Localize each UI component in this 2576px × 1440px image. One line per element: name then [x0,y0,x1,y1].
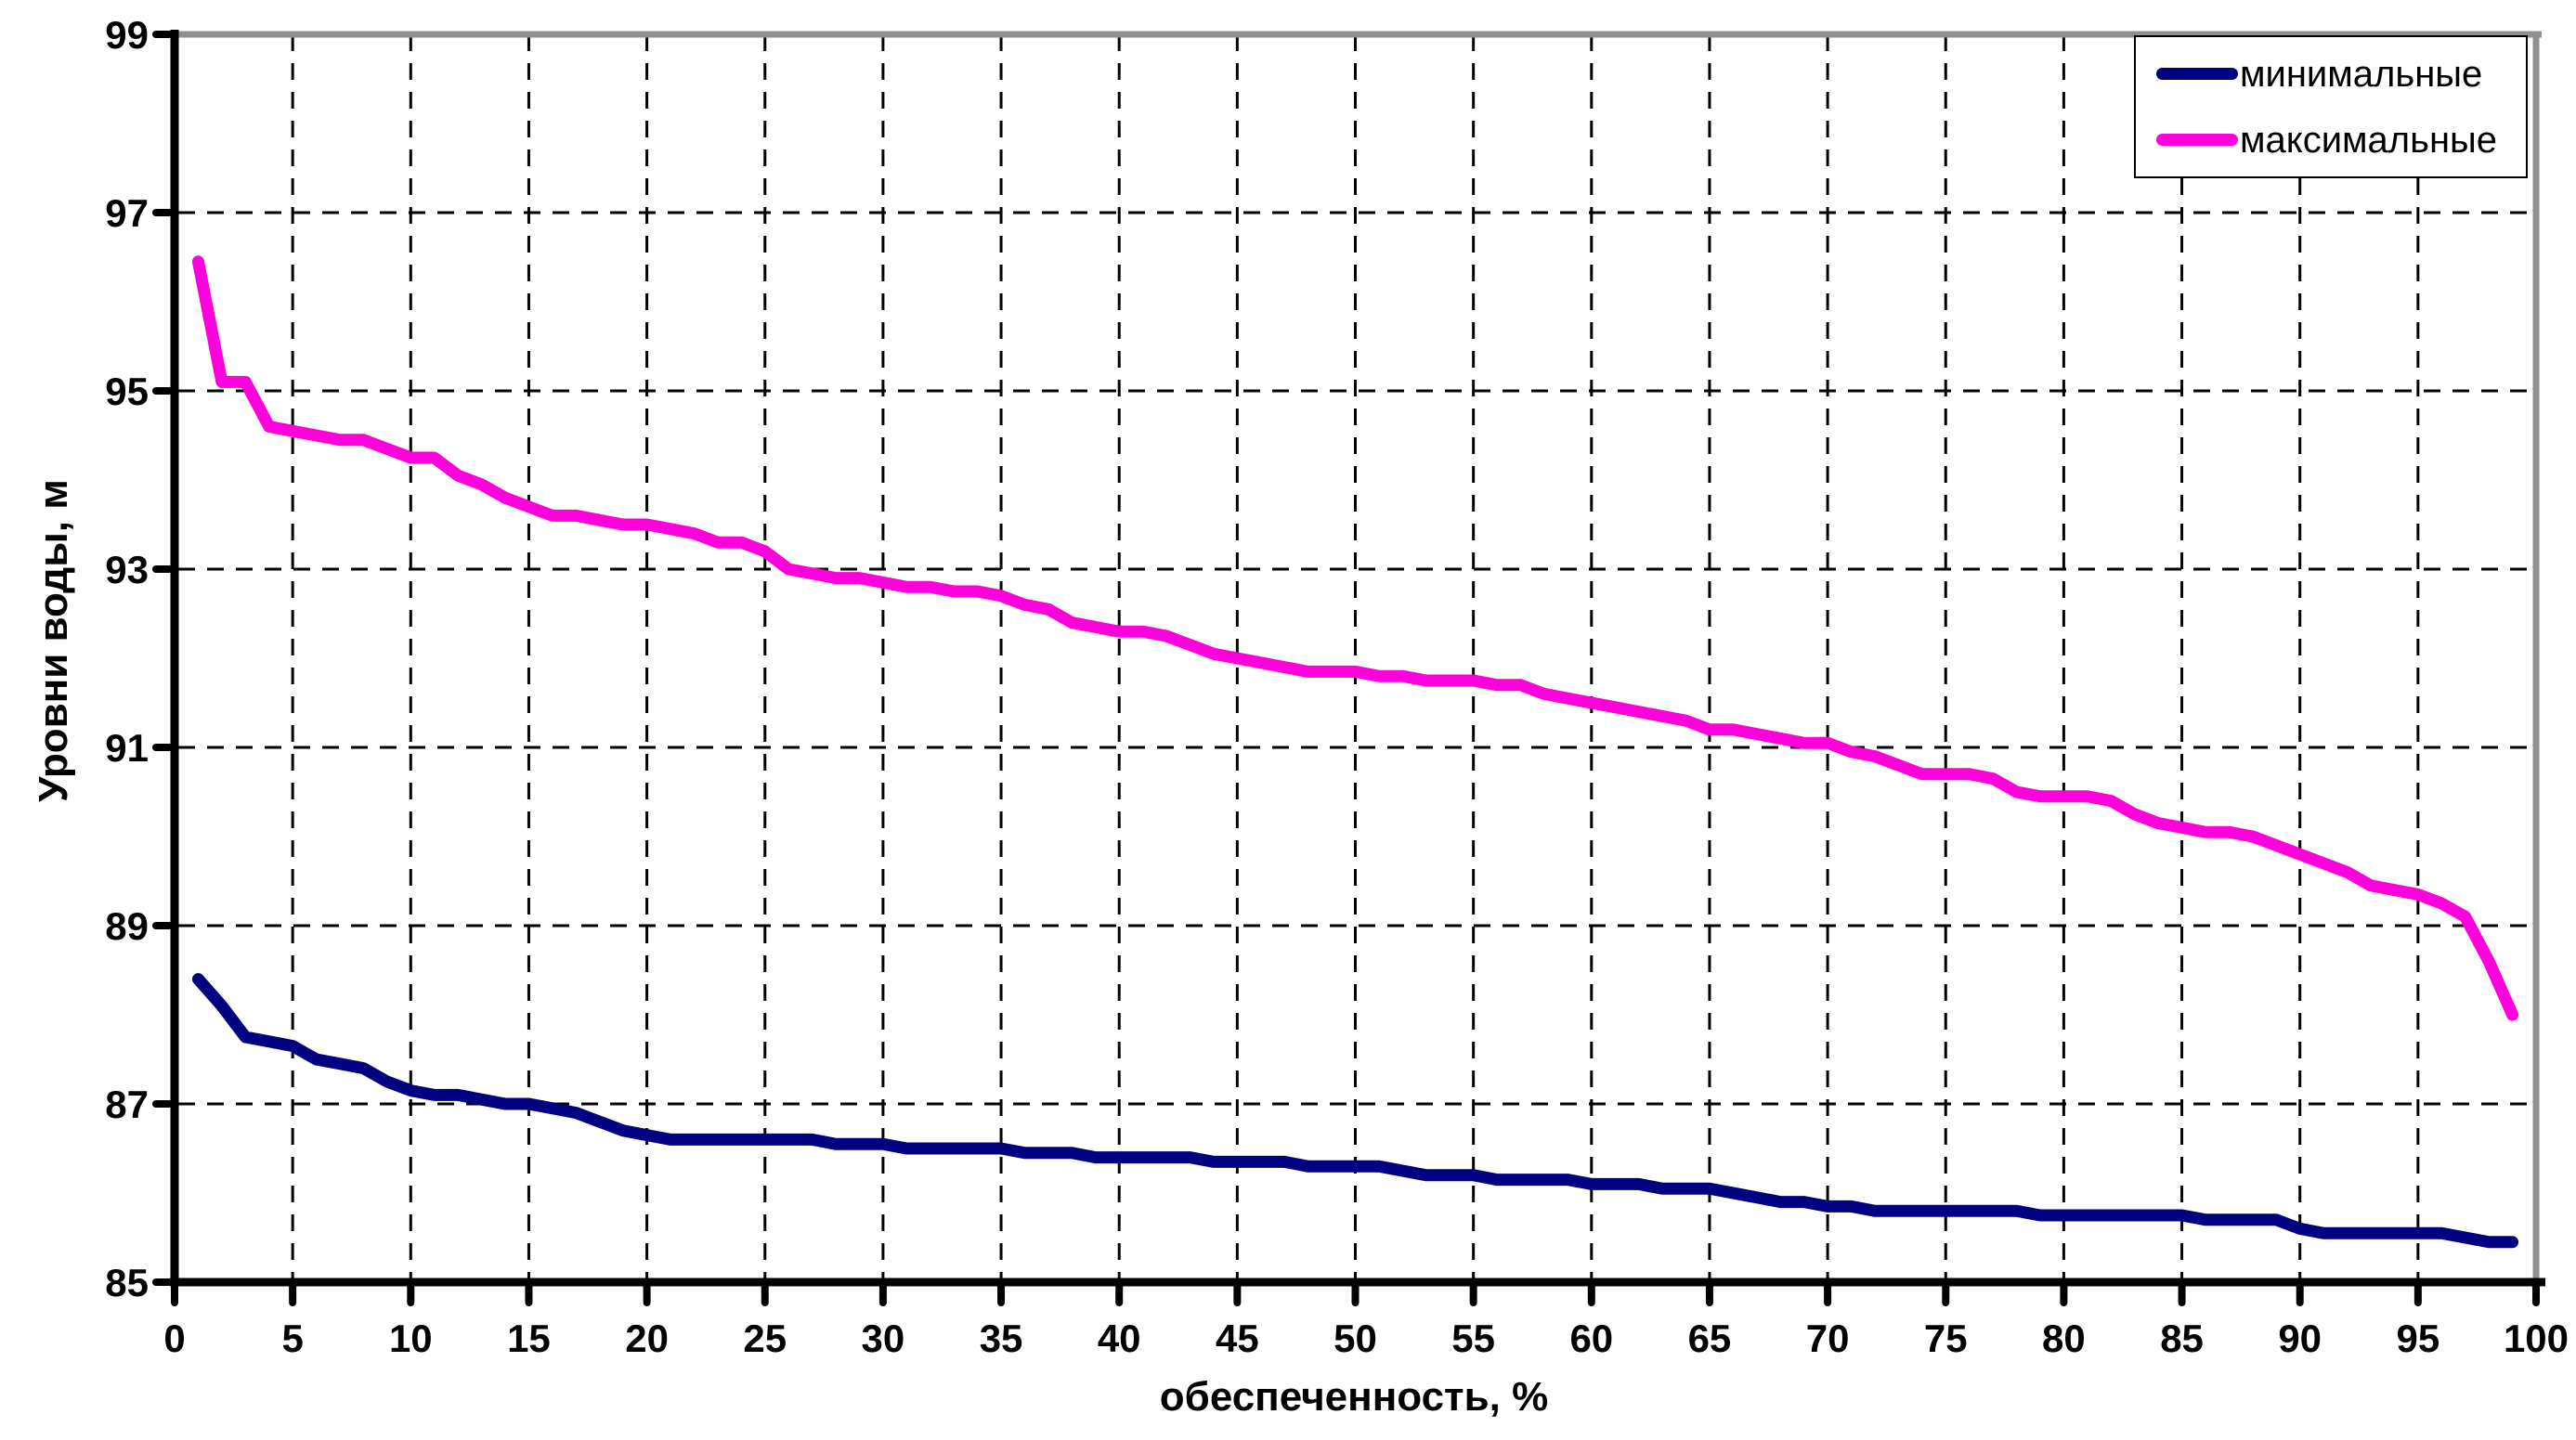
legend-line-sample-max [2156,134,2238,146]
legend-label-min: минимальные [2240,53,2483,95]
x-tick-label: 40 [1098,1317,1141,1360]
x-tick-label: 30 [862,1317,905,1360]
x-tick-label: 50 [1334,1317,1377,1360]
x-tick-label: 10 [389,1317,433,1360]
legend-label-max: максимальные [2240,119,2498,161]
y-tick-label: 89 [105,904,149,948]
y-tick-label: 87 [105,1083,149,1126]
x-tick-label: 85 [2160,1317,2204,1360]
y-axis-title: Уровни воды, м [31,479,76,802]
x-tick-label: 95 [2396,1317,2439,1360]
x-tick-label: 20 [625,1317,669,1360]
legend: минимальные максимальные [2134,35,2528,178]
x-tick-label: 80 [2042,1317,2086,1360]
x-tick-label: 15 [507,1317,551,1360]
y-tick-label: 97 [105,191,149,235]
x-tick-label: 55 [1451,1317,1495,1360]
y-tick-label: 85 [105,1261,149,1304]
x-tick-label: 60 [1569,1317,1613,1360]
y-tick-label: 95 [105,370,149,413]
x-axis-title: обеспеченность, % [1159,1374,1549,1420]
x-tick-label: 70 [1806,1317,1850,1360]
y-tick-label: 91 [105,726,149,770]
series-line-minimum [191,973,2519,1249]
x-tick-label: 45 [1216,1317,1259,1360]
x-tick-label: 75 [1924,1317,1968,1360]
legend-item-min: минимальные [2156,56,2518,93]
x-tick-label: 65 [1688,1317,1732,1360]
x-tick-label: 0 [163,1317,185,1360]
legend-line-sample-min [2156,68,2238,80]
y-tick-label: 99 [105,13,149,57]
series-line-maximum [191,255,2519,1021]
x-tick-label: 100 [2504,1317,2569,1360]
x-tick-label: 90 [2278,1317,2322,1360]
legend-item-max: максимальные [2156,122,2518,159]
x-tick-label: 25 [743,1317,787,1360]
x-tick-label: 35 [980,1317,1023,1360]
y-tick-label: 93 [105,548,149,591]
x-tick-label: 5 [281,1317,303,1360]
